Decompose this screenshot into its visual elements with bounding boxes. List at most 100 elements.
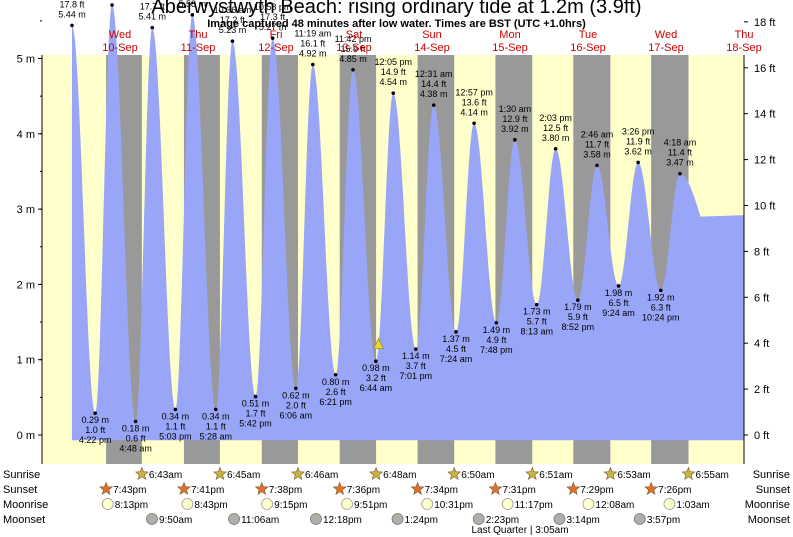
- moonrise-time: 10:31pm: [434, 500, 473, 511]
- moonset-icon: [146, 513, 158, 525]
- right-tick-label: 10 ft: [754, 200, 775, 212]
- high-tide-label: 5.41 m: [138, 12, 166, 22]
- axes: 0 m1 m2 m3 m4 m5 m6 m0 ft2 ft4 ft6 ft8 f…: [17, 17, 775, 464]
- high-tide-label: 4.85 m: [339, 54, 367, 64]
- low-tide-label: 1.79 m: [564, 302, 592, 312]
- right-tick-label: 12 ft: [754, 155, 775, 167]
- day-date-label: 13-Sep: [336, 42, 371, 54]
- high-tide-label: 10:36 am: [214, 5, 252, 15]
- day-date-label: 10-Sep: [102, 42, 137, 54]
- low-tide-point: [494, 321, 499, 325]
- low-tide-label: 0.51 m: [242, 399, 270, 409]
- moonset-icon: [472, 513, 485, 525]
- sunset-icon: [254, 481, 269, 495]
- high-tide-label: 12:05 pm: [374, 57, 412, 67]
- moonset-time: 2:23pm: [486, 515, 519, 526]
- high-tide-label: 9:55 am: [136, 0, 169, 2]
- row-label-right: Moonset: [748, 514, 790, 526]
- low-tide-label: 0.34 m: [202, 411, 230, 421]
- right-tick-label: 14 ft: [754, 109, 775, 121]
- low-tide-label: 3.2 ft: [366, 373, 387, 383]
- high-tide-point: [391, 91, 396, 95]
- high-tide-label: 5.58 m: [179, 0, 207, 9]
- row-label-left: Sunrise: [3, 469, 40, 481]
- sunset-icon: [566, 481, 581, 495]
- high-tide-label: 17.3 ft: [260, 12, 286, 22]
- row-label-right: Sunset: [756, 484, 790, 496]
- high-tide-label: 5.27 m: [259, 22, 287, 32]
- low-tide-label: 4:22 pm: [79, 435, 112, 445]
- moonset-icon: [310, 513, 322, 525]
- low-tide-label: 0.29 m: [81, 415, 109, 425]
- low-tide-label: 4.9 ft: [486, 335, 507, 345]
- low-tide-label: 0.18 m: [122, 423, 150, 433]
- low-tide-point: [93, 411, 98, 415]
- low-tide-label: 5:03 pm: [159, 431, 192, 441]
- moonrise-time: 12:08am: [595, 500, 634, 511]
- low-tide-label: 5:42 pm: [239, 419, 272, 429]
- high-tide-label: 2:46 am: [581, 129, 614, 139]
- moonrise-time: 8:13pm: [115, 500, 148, 511]
- moonrise-icon: [181, 498, 194, 510]
- low-tide-label: 2.0 ft: [286, 400, 307, 410]
- left-tick-label: 5 m: [17, 54, 35, 66]
- moonrise-icon: [101, 498, 114, 510]
- high-tide-label: 10:58 pm: [254, 2, 292, 12]
- moonrise-time: 9:51pm: [354, 500, 387, 511]
- low-tide-point: [294, 386, 298, 391]
- high-tide-label: 12.5 ft: [543, 123, 569, 133]
- moonset-time: 3:14pm: [566, 515, 599, 526]
- day-date-label: 11-Sep: [181, 42, 216, 54]
- sunrise-time: 6:43am: [149, 470, 182, 481]
- sunrise-icon: [213, 466, 227, 480]
- high-tide-label: 15.9 ft: [341, 44, 367, 54]
- sunrise-time: 6:55am: [695, 470, 728, 481]
- day-name-label: Mon: [499, 29, 520, 41]
- high-tide-label: 3:26 pm: [622, 126, 655, 136]
- low-tide-label: 1.14 m: [402, 351, 430, 361]
- high-tide-point: [110, 3, 114, 7]
- sunrise-time: 6:50am: [461, 470, 494, 481]
- low-tide-label: 10:24 pm: [642, 312, 680, 322]
- low-tide-label: 5.7 ft: [527, 317, 548, 327]
- sunset-time: 7:34pm: [425, 485, 458, 496]
- row-label-right: Moonrise: [745, 499, 790, 511]
- low-tide-point: [374, 359, 378, 364]
- moonrise-icon: [421, 498, 434, 510]
- high-tide-label: 14.4 ft: [421, 79, 447, 89]
- moonset-icon: [553, 513, 566, 525]
- low-tide-label: 1.73 m: [523, 307, 551, 317]
- moonrise-icon: [341, 498, 353, 510]
- high-tide-point: [190, 13, 195, 17]
- high-tide-label: 17.7 ft: [140, 2, 166, 12]
- day-name-label: Sat: [346, 29, 363, 41]
- high-tide-label: 16.1 ft: [300, 39, 326, 49]
- high-tide-label: 12:31 am: [415, 69, 453, 79]
- day-name-label: Wed: [655, 29, 677, 41]
- high-tide-point: [351, 67, 355, 72]
- sunset-time: 7:38pm: [269, 485, 302, 496]
- high-tide-label: 12.9 ft: [502, 114, 528, 124]
- left-tick-label: 3 m: [17, 204, 35, 216]
- sunrise-time: 6:46am: [305, 470, 338, 481]
- moonrise-time: 8:43pm: [194, 500, 227, 511]
- low-tide-point: [173, 407, 178, 412]
- right-tick-label: 0 ft: [754, 430, 769, 442]
- high-tide-label: 14.9 ft: [381, 67, 407, 77]
- sunset-time: 7:31pm: [502, 485, 535, 496]
- astronomy-rows: Sunrise Sunrise Sunset Sunset Moonrise Moonri…: [3, 466, 790, 536]
- high-tide-label: 3.80 m: [542, 133, 570, 143]
- row-label-left: Sunset: [3, 484, 37, 496]
- chart-title: Aberwystwyth Beach: rising ordinary tide…: [151, 0, 642, 18]
- sunset-icon: [177, 481, 191, 495]
- moonrise-icon: [501, 498, 514, 510]
- low-tide-label: 5.9 ft: [568, 312, 589, 322]
- high-tide-label: 12:57 pm: [455, 87, 493, 97]
- right-tick-label: 6 ft: [754, 292, 769, 304]
- low-tide-point: [454, 330, 458, 334]
- high-tide-point: [636, 160, 640, 165]
- left-tick-label: 2 m: [17, 279, 35, 291]
- moonset-time: 1:24pm: [405, 515, 438, 526]
- low-tide-point: [616, 284, 621, 288]
